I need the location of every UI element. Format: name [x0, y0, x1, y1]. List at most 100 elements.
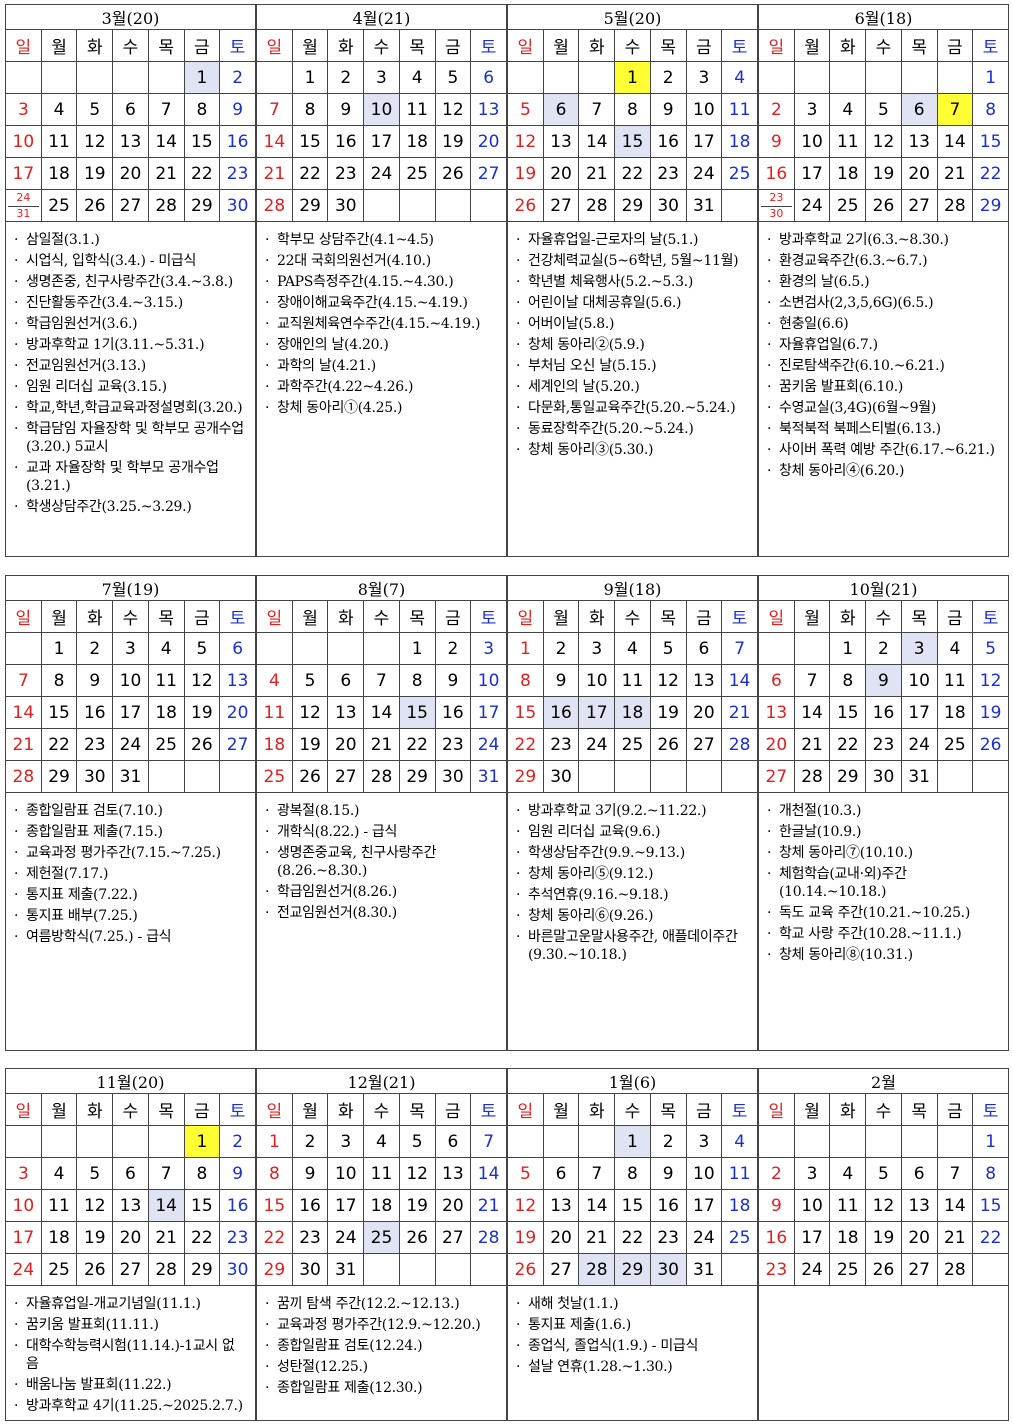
event-item: 장애이해교육주간(4.15.~4.19.)	[265, 294, 498, 312]
calendar-day: 28	[793, 760, 831, 793]
weekday-header: 토	[972, 600, 1009, 633]
month-title: 1월(6)	[507, 1068, 758, 1094]
calendar-day: 17	[5, 1221, 42, 1254]
calendar-day: 23	[865, 728, 902, 761]
calendar-day: 21	[5, 728, 42, 761]
calendar-empty-cell	[758, 1125, 795, 1158]
calendar-day: 8	[183, 93, 221, 126]
calendar-day: 30	[219, 1253, 256, 1286]
calendar-day: 13	[219, 664, 256, 697]
calendar-day: 18	[936, 696, 974, 729]
event-item: 건강체력교실(5~6학년, 5월~11월)	[516, 252, 749, 270]
calendar-day: 6	[112, 93, 149, 126]
calendar-day: 29	[507, 760, 544, 793]
weekday-header: 화	[829, 29, 867, 62]
month-events: 삼일절(3.1.) 시업식, 입학식(3.4.) - 미급식생명존중, 친구사랑주…	[5, 222, 256, 557]
calendar-day: 26	[972, 728, 1009, 761]
event-item: 창체 동아리⑧(10.31.)	[767, 946, 1000, 964]
weekday-header: 일	[5, 1093, 42, 1126]
event-item: 배움나눔 발표회(11.22.)	[14, 1376, 247, 1394]
month-1: 4월(21) 일 월 화 수 목 금 토 1 2 3 4 5 6 7 8 9 10 11 12 13 14 15 16 17 18…	[256, 4, 507, 557]
calendar-day: 11	[829, 1189, 867, 1222]
calendar-empty-cell	[112, 61, 149, 94]
calendar-day: 20	[542, 157, 580, 190]
weekday-header: 일	[758, 1093, 795, 1126]
month-title: 9월(18)	[507, 575, 758, 601]
event-item: 진단활동주간(3.4.~3.15.)	[14, 294, 247, 312]
weekday-header: 토	[721, 600, 758, 633]
calendar-day: 5	[865, 93, 902, 126]
calendar-day: 16	[542, 696, 580, 729]
calendar-day: 5	[865, 1157, 902, 1190]
calendar-day: 4	[398, 61, 436, 94]
weekday-header: 화	[327, 29, 365, 62]
calendar-day: 26	[183, 728, 221, 761]
calendar-day: 28	[147, 189, 185, 222]
calendar-day: 14	[721, 664, 758, 697]
calendar-day: 7	[578, 1157, 616, 1190]
calendar-day: 23	[649, 157, 687, 190]
calendar-day: 24	[578, 728, 616, 761]
calendar-day: 13	[542, 1189, 580, 1222]
calendar-day: 9	[291, 1157, 329, 1190]
month-events	[758, 1286, 1009, 1421]
month-events: 꿈끼 탐색 주간(12.2.~12.13.) 교육과정 평가주간(12.9.~12…	[256, 1286, 507, 1421]
calendar-empty-cell	[183, 760, 221, 793]
event-item: 종합일람표 제출(12.30.)	[265, 1379, 498, 1397]
calendar-day: 22	[614, 157, 651, 190]
calendar-day-split: 23 30	[758, 189, 795, 222]
calendar-day: 1	[183, 61, 221, 94]
event-item: 창체 동아리⑦(10.10.)	[767, 844, 1000, 862]
calendar-day: 2	[542, 632, 580, 665]
calendar-day: 17	[685, 125, 723, 158]
calendar-day: 11	[398, 93, 436, 126]
event-item: 설날 연휴(1.28.~1.30.)	[516, 1358, 749, 1376]
calendar-day: 26	[398, 1221, 436, 1254]
calendar-day: 28	[936, 1253, 974, 1286]
calendar-day: 13	[327, 696, 365, 729]
calendar-day: 11	[614, 664, 651, 697]
weekday-header: 수	[112, 1093, 149, 1126]
calendar-day: 8	[183, 1157, 221, 1190]
calendar-day: 4	[829, 1157, 867, 1190]
calendar-empty-cell	[470, 1253, 507, 1286]
calendar-day: 6	[900, 1157, 938, 1190]
calendar-day: 10	[685, 93, 723, 126]
event-item: 추석연휴(9.16.~9.18.)	[516, 886, 749, 904]
calendar-day: 25	[829, 189, 867, 222]
calendar-day: 16	[649, 1189, 687, 1222]
month-events: 자율휴업일-근로자의 날(5.1.) 건강체력교실(5~6학년, 5월~11월) 학…	[507, 222, 758, 557]
month-calendar-grid: 8월(7) 일 월 화 수 목 금 토 1 2 3 4 5 6 7 8 9 10 11 12 13 14 15 16 17 18 1…	[256, 575, 507, 793]
weekday-header: 목	[649, 29, 687, 62]
event-item: 꿈키움 발표회(6.10.)	[767, 378, 1000, 396]
month-6: 9월(18) 일 월 화 수 목 금 토 1 2 3 4 5 6 7 8 9 10 11 12 13 14 15 16 17 18…	[507, 575, 758, 1051]
calendar-day: 8	[614, 93, 651, 126]
calendar-day: 15	[614, 1189, 651, 1222]
calendar-day: 30	[649, 1253, 687, 1286]
calendar-day: 10	[5, 125, 42, 158]
calendar-day: 26	[865, 1253, 902, 1286]
event-item: 진로탐색주간(6.10.~6.21.)	[767, 357, 1000, 375]
calendar-day: 2	[219, 61, 256, 94]
calendar-day: 4	[40, 1157, 78, 1190]
calendar-day: 24	[470, 728, 507, 761]
calendar-day: 11	[829, 125, 867, 158]
calendar-day: 26	[507, 1253, 544, 1286]
weekday-header: 토	[470, 29, 507, 62]
calendar-empty-cell	[112, 1125, 149, 1158]
event-item: 학생상담주간(9.9.~9.13.)	[516, 844, 749, 862]
calendar-day: 10	[793, 1189, 831, 1222]
calendar-day: 24	[5, 1253, 42, 1286]
calendar-day: 13	[685, 664, 723, 697]
weekday-header: 토	[219, 29, 256, 62]
calendar-day: 30	[219, 189, 256, 222]
calendar-day: 5	[434, 61, 472, 94]
calendar-day: 17	[112, 696, 149, 729]
calendar-day: 26	[434, 157, 472, 190]
month-calendar-grid: 1월(6) 일 월 화 수 목 금 토 1 2 3 4 5 6 7 8 9 10 11 12 13 14 15 16 17 18 1…	[507, 1068, 758, 1286]
weekday-header: 수	[363, 600, 400, 633]
event-item: 창체 동아리②(5.9.)	[516, 336, 749, 354]
event-item: 꿈키움 발표회(11.11.)	[14, 1316, 247, 1334]
event-item: 교육과정 평가주간(7.15.~7.25.)	[14, 844, 247, 862]
calendar-empty-cell	[793, 1125, 831, 1158]
